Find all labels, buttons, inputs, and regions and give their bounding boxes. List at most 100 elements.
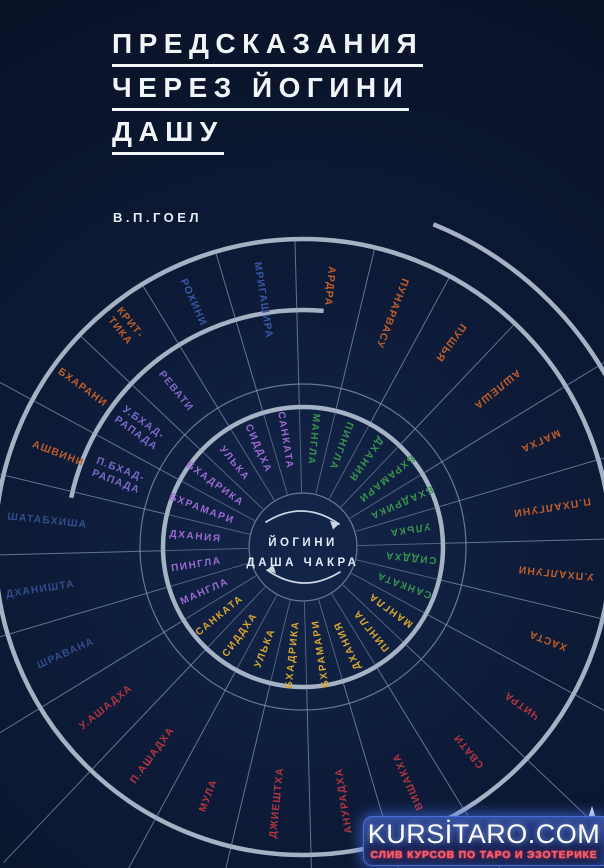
segment-line <box>141 284 230 428</box>
yogini-divider-line <box>331 593 377 667</box>
segment-line <box>0 550 163 556</box>
segment-line <box>438 457 604 508</box>
clockwise-arrow-top-icon <box>265 510 340 530</box>
yogini-label: ДХАНИЯ <box>332 619 363 671</box>
yogini-divider-line <box>235 595 278 671</box>
nakshatra-label: ШАТАБХИША <box>7 511 88 530</box>
yogini-divider-line <box>163 547 249 552</box>
segment-line <box>376 666 501 868</box>
nakshatra-label: ДХАНИШТА <box>5 579 75 601</box>
watermark-site: KURSİTARO.COM <box>367 819 601 849</box>
yogini-label: ПИНГЛА <box>327 420 355 471</box>
yogini-divider-line <box>351 572 427 615</box>
title-line: ПРЕДСКАЗАНИЯ <box>112 30 424 67</box>
nakshatra-label: МРИГАШИРА <box>251 261 274 339</box>
nakshatra-label: МУЛА <box>197 778 219 814</box>
yogini-label: БХАДРИКА <box>284 620 302 689</box>
yogini-label: СИДДХА <box>384 549 437 565</box>
yogini-divider-line <box>315 410 337 494</box>
yogini-label: МАНГЛА <box>305 413 321 466</box>
nakshatra-label: РОХИНИ <box>178 277 209 328</box>
yogini-divider-line <box>340 445 400 508</box>
nakshatra-label: РЕВАТИ <box>156 369 195 414</box>
yogini-divider-line <box>262 412 288 495</box>
yogini-label: СИДДХА <box>243 423 274 475</box>
segment-line <box>399 323 516 446</box>
segment-line <box>306 687 312 868</box>
yogini-label: УЛЬКА <box>388 520 431 537</box>
segment-line <box>404 643 604 834</box>
watermark-tagline: СЛИВ КУРСОВ ПО ТАРО И ЭЗОТЕРИКЕ <box>370 849 598 861</box>
segment-line <box>79 334 202 451</box>
segment-line <box>0 381 180 481</box>
nakshatra-label: КРИТ-ТИКА <box>104 305 145 348</box>
yogini-divider-line <box>298 407 303 493</box>
segment-line <box>335 247 376 411</box>
yogini-divider-line <box>229 427 275 501</box>
yogini-divider-line <box>355 506 438 532</box>
nakshatra-label: У.ПХАЛГУНИ <box>517 563 594 582</box>
spiral-arc <box>68 307 324 499</box>
segment-line <box>369 276 451 424</box>
nakshatra-label: АНУРАДХА <box>334 767 355 834</box>
yogini-divider-line <box>168 562 251 588</box>
nakshatra-label: ВИШАКХА <box>391 751 426 812</box>
spiral-arc <box>432 222 604 377</box>
yogini-label: СИДДХА <box>221 611 261 660</box>
yogini-label: БХРАМАРИ <box>310 619 332 689</box>
yogini-divider-line <box>356 559 440 581</box>
yogini-label: УЛЬКА <box>217 444 252 483</box>
yogini-divider-line <box>206 586 266 649</box>
nakshatra-label: АШВИНИ <box>31 439 86 469</box>
nakshatra-label: ЧИТРА <box>502 689 541 722</box>
yogini-label: САНКАТА <box>275 411 295 470</box>
clockwise-arrow-bottom-icon <box>266 564 341 584</box>
yogini-label: МАНГЛА <box>179 576 231 607</box>
segment-line <box>128 670 237 868</box>
center-circle <box>248 492 358 602</box>
nakshatra-label: У.АШАДХА <box>78 683 135 732</box>
yogini-divider-line <box>179 479 255 522</box>
yogini-divider-line <box>269 600 291 684</box>
ring-circle <box>160 404 446 690</box>
segment-line <box>443 538 604 544</box>
center-label-line1: ЙОГИНИ <box>268 536 338 549</box>
segment-line <box>439 579 604 620</box>
nakshatra-label: АШЛЕША <box>471 367 522 411</box>
author-name: В.П.ГОЕЛ <box>113 210 203 225</box>
segment-line <box>3 648 207 863</box>
yogini-label: ДХАНИЯ <box>346 435 386 484</box>
yogini-divider-line <box>303 601 308 687</box>
yogini-divider-line <box>342 584 405 644</box>
segment-line <box>0 586 168 638</box>
yogini-divider-line <box>166 513 250 535</box>
title-line: ЧЕРЕЗ ЙОГИНИ <box>112 74 410 111</box>
nakshatra-label: ПУШЬЯ <box>433 321 468 364</box>
yogini-divider-line <box>349 473 423 519</box>
segment-line <box>0 473 167 515</box>
nakshatra-label: МАГХА <box>519 427 562 454</box>
title-line: ДАШУ <box>112 118 224 155</box>
yogini-divider-line <box>328 423 371 499</box>
yogini-label: МАНГЛА <box>367 590 416 629</box>
yogini-divider-line <box>318 599 344 682</box>
ring-circle <box>139 383 467 711</box>
ring-circle <box>0 236 604 858</box>
yogini-label: ПИНГЛА <box>170 555 222 574</box>
nakshatra-label: П.БХАД-РАПАДА <box>90 456 146 497</box>
segment-line <box>422 361 604 474</box>
nakshatra-label: ДЖИЕШТХА <box>268 767 286 839</box>
title-block: ПРЕДСКАЗАНИЯ ЧЕРЕЗ ЙОГИНИ ДАШУ <box>112 30 424 162</box>
nakshatra-label: ШРАВАНА <box>36 636 97 671</box>
nakshatra-label: ПУНАРВАСУ <box>373 277 410 350</box>
nakshatra-label: П.ПХАЛГУНИ <box>512 495 591 518</box>
nakshatra-label: БХАРАНИ <box>56 366 109 409</box>
nakshatra-label: ХАСТА <box>527 628 569 653</box>
center-label-line2: ДАША ЧАКРА <box>247 557 360 569</box>
nakshatra-label: У.БХАД-РАПАДА <box>112 404 167 453</box>
segment-line <box>426 613 604 711</box>
nakshatra-label: СВАТИ <box>452 731 486 770</box>
yogini-divider-line <box>183 575 257 621</box>
